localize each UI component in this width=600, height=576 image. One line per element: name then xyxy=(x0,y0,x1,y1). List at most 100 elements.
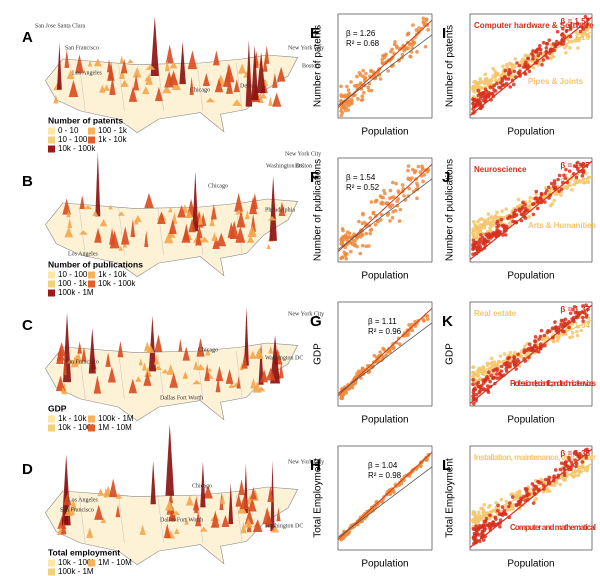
scatter-dot xyxy=(549,53,554,58)
scatter-dot xyxy=(482,526,487,531)
scatter-dot xyxy=(492,375,496,380)
spike xyxy=(250,486,257,500)
fit-line xyxy=(337,163,433,252)
group-label: Pipes & Joints xyxy=(528,77,584,86)
spike xyxy=(62,198,71,215)
scatter-dot xyxy=(496,503,500,508)
scatter-dot xyxy=(531,49,535,53)
scatter-dot xyxy=(527,214,532,219)
scatter-dot xyxy=(559,187,564,191)
scatter-dot xyxy=(354,83,358,88)
spike xyxy=(235,493,242,507)
scatter-dot xyxy=(543,477,548,482)
scatter-dot xyxy=(425,317,430,321)
spike xyxy=(81,346,87,362)
city-label: San Francisco xyxy=(60,507,94,513)
scatter-dot xyxy=(573,458,577,462)
spike xyxy=(60,520,67,535)
spike xyxy=(268,96,273,106)
scatter-dot xyxy=(494,500,499,505)
scatter-dot xyxy=(487,232,491,236)
fit-line xyxy=(469,160,593,260)
spike xyxy=(143,371,152,386)
spike xyxy=(168,207,173,213)
scatter-dot xyxy=(538,51,543,55)
legend-label: 10 - 100 xyxy=(58,270,88,279)
spike xyxy=(128,378,138,394)
scatter-dot xyxy=(584,315,589,319)
scatter-dot xyxy=(390,203,395,208)
spike xyxy=(267,486,274,502)
spike xyxy=(78,230,88,235)
scatter-dot xyxy=(581,27,586,31)
city-label: Chicago xyxy=(190,87,210,93)
city-label: Boston xyxy=(295,163,312,169)
panel-letter: L xyxy=(442,457,451,474)
scatter-dot xyxy=(472,242,476,247)
scatter-dot xyxy=(511,359,516,364)
scatter-dot xyxy=(555,29,560,34)
scatter-dot xyxy=(472,527,477,532)
scatter-dot xyxy=(521,200,525,205)
spike xyxy=(139,524,146,535)
spike xyxy=(115,493,123,499)
group-label: Professional, scientific, and technical … xyxy=(510,379,597,388)
scatter-dot xyxy=(374,199,378,203)
scatter-dot xyxy=(388,219,392,223)
scatter-dot xyxy=(394,484,398,489)
spike xyxy=(193,360,199,370)
spike xyxy=(130,219,136,238)
spike xyxy=(238,63,247,74)
scatter-dot xyxy=(414,28,419,32)
scatter-dot xyxy=(421,16,426,21)
spike xyxy=(75,54,84,74)
scatter-dot xyxy=(523,487,528,491)
scatter-dot xyxy=(572,164,577,168)
spike xyxy=(154,334,163,352)
scatter-dot xyxy=(567,169,572,173)
scatter-dot xyxy=(360,233,365,238)
scatter-dot xyxy=(531,212,536,217)
spike xyxy=(188,218,196,233)
scatter-dot xyxy=(547,475,552,480)
y-axis-label: GDP xyxy=(313,343,324,365)
scatter-dot xyxy=(564,29,569,34)
scatter-dot xyxy=(519,354,523,359)
scatter-dot xyxy=(471,246,475,251)
scatter-dot xyxy=(519,218,524,223)
scatter-dot xyxy=(582,180,586,185)
scatter-dot xyxy=(419,26,424,31)
beta-annotation: β = 1.37 xyxy=(560,305,590,314)
spike xyxy=(239,494,250,510)
scatter-dot xyxy=(369,68,373,73)
legend-label: 0 - 10 xyxy=(58,126,79,135)
scatter-dot xyxy=(361,211,365,216)
spike xyxy=(268,345,274,354)
city-label: Chicago xyxy=(198,347,218,353)
scatter-dot xyxy=(346,108,351,112)
spike xyxy=(198,213,203,225)
scatter-dot xyxy=(476,380,481,385)
group-label: Computer hardware & Software xyxy=(474,21,594,30)
scatter-dot xyxy=(493,515,498,520)
scatter-dot xyxy=(543,200,547,204)
scatter-dot xyxy=(471,365,475,370)
scatter-dot xyxy=(476,93,481,98)
x-axis-label: Population xyxy=(361,415,408,426)
scatter-dot xyxy=(483,87,488,92)
scatter-dot xyxy=(406,332,411,336)
spike xyxy=(236,375,241,389)
scatter-dot xyxy=(576,46,580,50)
scatter-dot xyxy=(513,208,518,213)
scatter-dot xyxy=(353,93,357,97)
scatter-dot xyxy=(539,197,543,201)
scatter-dot xyxy=(529,346,533,350)
spike xyxy=(118,68,125,80)
scatter-dot xyxy=(368,216,373,220)
spike xyxy=(209,215,215,227)
scatter-dot xyxy=(476,373,480,378)
scatter-dot xyxy=(568,46,572,50)
spike xyxy=(132,67,142,78)
beta-annotation: β = 1.04 xyxy=(560,321,590,330)
scatter-dot xyxy=(539,328,544,333)
